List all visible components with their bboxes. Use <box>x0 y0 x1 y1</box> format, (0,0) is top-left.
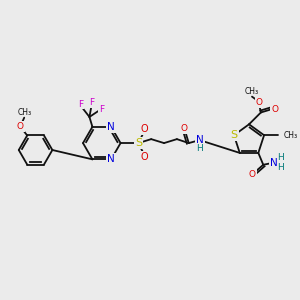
Text: CH₃: CH₃ <box>17 108 31 117</box>
Text: S: S <box>135 138 142 148</box>
Text: O: O <box>140 152 148 162</box>
Text: H: H <box>277 163 284 172</box>
Text: CH₃: CH₃ <box>284 131 298 140</box>
Text: N: N <box>270 158 278 168</box>
Text: H: H <box>196 143 203 152</box>
Text: O: O <box>249 170 256 179</box>
Text: O: O <box>255 98 262 107</box>
Text: CH₃: CH₃ <box>245 87 259 96</box>
Text: O: O <box>180 124 187 133</box>
Text: O: O <box>140 124 148 134</box>
Text: O: O <box>271 105 278 114</box>
Text: F: F <box>99 104 104 113</box>
Text: H: H <box>277 153 284 162</box>
Text: N: N <box>196 135 203 145</box>
Text: F: F <box>89 98 94 106</box>
Text: N: N <box>107 122 115 132</box>
Text: S: S <box>230 130 238 140</box>
Text: O: O <box>17 122 24 131</box>
Text: F: F <box>78 100 83 109</box>
Text: N: N <box>107 154 115 164</box>
